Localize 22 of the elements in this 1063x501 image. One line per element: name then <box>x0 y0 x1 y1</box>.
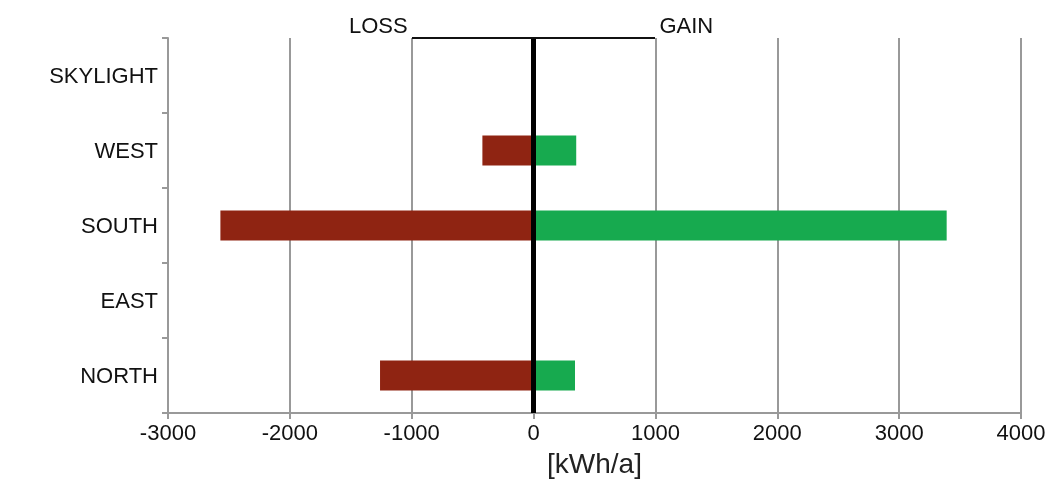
x-tick-label: -3000 <box>139 419 197 445</box>
y-tick-label: NORTH <box>80 363 158 388</box>
x-tick-label: 0 <box>527 419 540 445</box>
text: GAIN <box>659 12 714 38</box>
x-tick-label: -1000 <box>383 419 440 445</box>
y-tick-label: EAST <box>100 288 158 313</box>
x-tick-label: 4000 <box>996 419 1046 445</box>
bar <box>533 135 577 166</box>
text: LOSS <box>349 12 408 38</box>
x-tick-label: 3000 <box>874 419 924 445</box>
y-tick-label: SOUTH <box>81 213 158 238</box>
x-tick-label: 1000 <box>630 419 680 445</box>
y-tick-label: WEST <box>94 138 158 163</box>
bar <box>533 360 575 391</box>
y-tick-label: SKYLIGHT <box>49 63 158 88</box>
x-axis-title: [kWh/a] <box>547 447 642 479</box>
bar <box>482 135 534 166</box>
bar <box>220 210 534 241</box>
x-tick-label: 2000 <box>752 419 802 445</box>
bar <box>380 360 534 391</box>
bar <box>533 210 947 241</box>
x-tick-label: -2000 <box>261 419 318 445</box>
